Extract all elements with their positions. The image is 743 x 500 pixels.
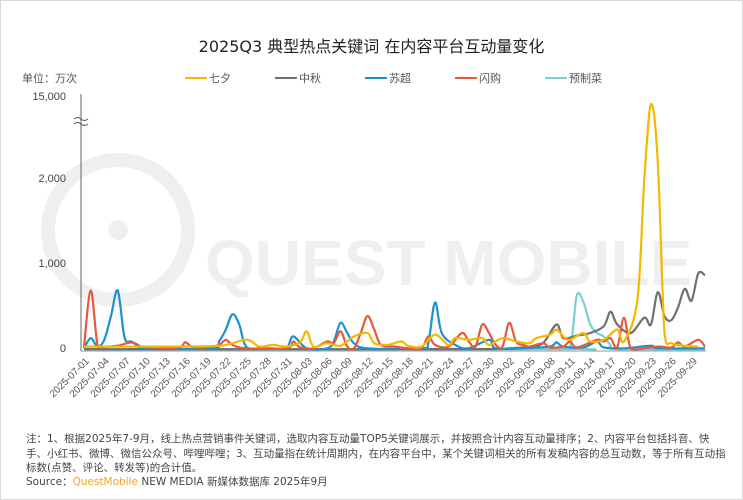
legend-label: 预制菜 xyxy=(569,72,602,85)
legend-item-zhongqiu[interactable]: 中秋 xyxy=(275,70,365,86)
watermark: QUEST MOBILE xyxy=(41,153,692,307)
legend-swatch-icon xyxy=(185,77,207,79)
legend-swatch-icon xyxy=(365,77,387,79)
legend-item-shangou[interactable]: 闪购 xyxy=(455,70,545,86)
chart-title: 2025Q3 典型热点关键词 在内容平台互动量变化 xyxy=(198,37,545,56)
legend-label: 七夕 xyxy=(209,72,231,85)
y-tick-label: 0 xyxy=(59,343,66,355)
legend-label: 中秋 xyxy=(299,72,321,85)
y-tick-label: 1,000 xyxy=(38,258,66,270)
legend-label: 苏超 xyxy=(389,72,411,85)
source-prefix: Source： xyxy=(26,476,73,488)
legend-item-qixi[interactable]: 七夕 xyxy=(185,70,275,86)
svg-text:QUEST MOBILE: QUEST MOBILE xyxy=(205,227,692,299)
legend: 七夕 中秋 苏超 闪购 预制菜 xyxy=(185,70,635,86)
legend-item-yuzhicai[interactable]: 预制菜 xyxy=(545,70,635,86)
series-line-0 xyxy=(83,103,699,349)
legend-swatch-icon xyxy=(275,77,297,79)
series-line-3 xyxy=(82,289,706,351)
series-lines xyxy=(82,103,706,351)
source-brand: QuestMobile xyxy=(72,476,138,488)
footnote: 注：1、根据2025年7-9月，线上热点营销事件关键词，选取内容互动量TOP5关… xyxy=(26,433,726,474)
legend-label: 闪购 xyxy=(479,72,501,85)
legend-swatch-icon xyxy=(455,77,477,79)
y-tick-label: 2,000 xyxy=(38,173,66,185)
source-line: Source：QuestMobile NEW MEDIA 新媒体数据库 2025… xyxy=(26,474,328,489)
unit-label: 单位：万次 xyxy=(22,72,77,85)
source-suffix: NEW MEDIA 新媒体数据库 2025年9月 xyxy=(138,476,328,488)
legend-swatch-icon xyxy=(545,77,567,79)
y-tick-label: 15,000 xyxy=(32,91,66,103)
axis-break-icon xyxy=(73,117,89,126)
legend-item-suchao[interactable]: 苏超 xyxy=(365,70,455,86)
